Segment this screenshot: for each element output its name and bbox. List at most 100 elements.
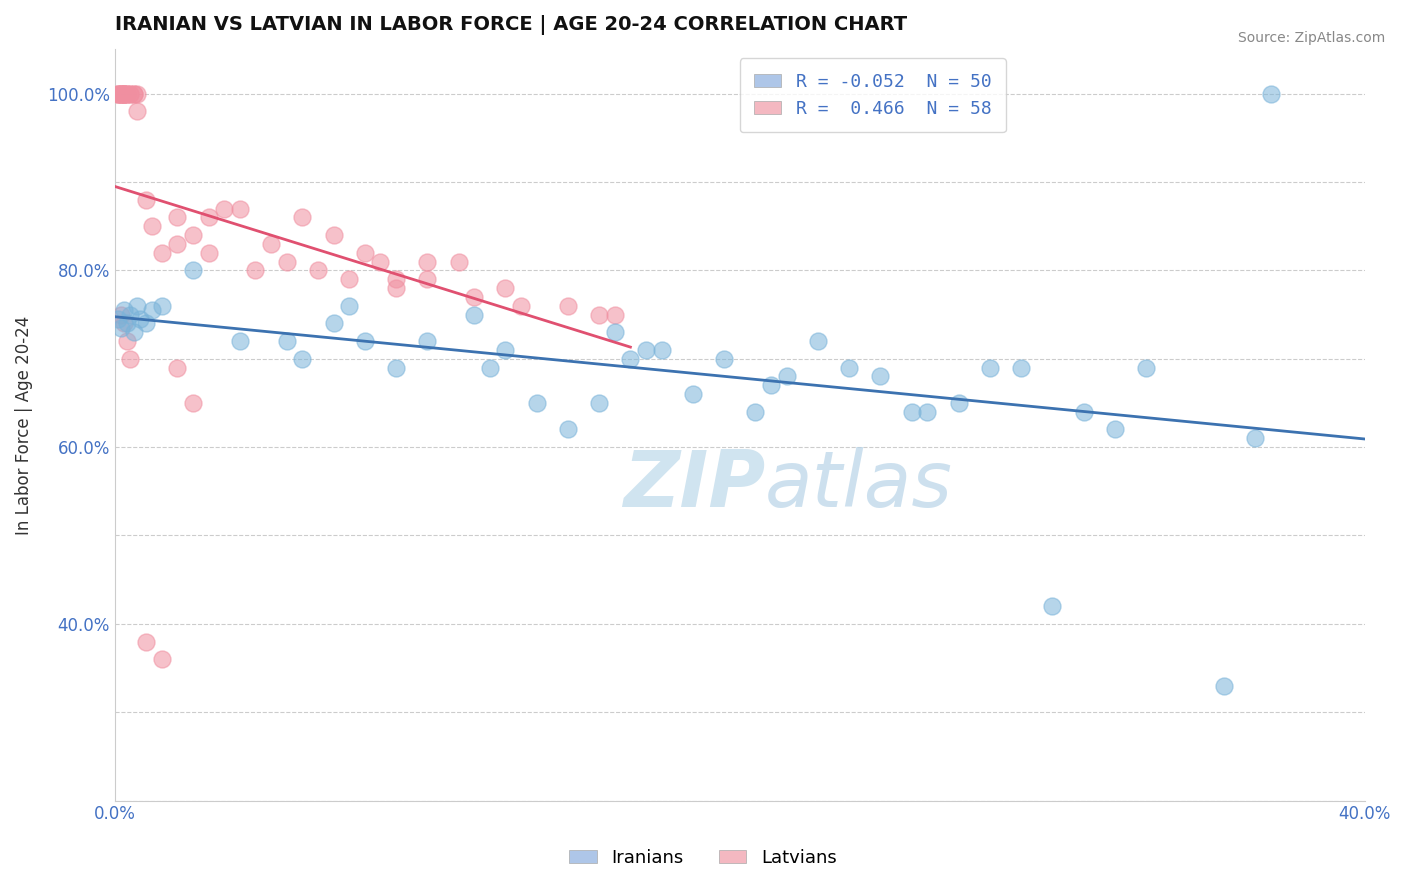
Point — [181, 227, 204, 242]
Point — [112, 87, 135, 101]
Point — [110, 87, 132, 101]
Point — [260, 236, 283, 251]
Point — [112, 87, 135, 101]
Point — [588, 308, 610, 322]
Point — [125, 299, 148, 313]
Point — [112, 87, 135, 101]
Point — [112, 87, 135, 101]
Point — [557, 299, 579, 313]
Point — [291, 351, 314, 366]
Point — [370, 254, 392, 268]
Point — [110, 87, 132, 101]
Point — [838, 360, 860, 375]
Point — [353, 245, 375, 260]
Point — [125, 104, 148, 119]
Point — [117, 87, 139, 101]
Point — [117, 87, 139, 101]
Point — [120, 308, 142, 322]
Point — [150, 299, 173, 313]
Point — [141, 303, 163, 318]
Point — [557, 422, 579, 436]
Text: Source: ZipAtlas.com: Source: ZipAtlas.com — [1237, 31, 1385, 45]
Point — [110, 87, 132, 101]
Point — [110, 87, 132, 101]
Point — [416, 254, 439, 268]
Point — [150, 652, 173, 666]
Y-axis label: In Labor Force | Age 20-24: In Labor Force | Age 20-24 — [15, 316, 32, 534]
Point — [1104, 422, 1126, 436]
Point — [181, 396, 204, 410]
Point — [322, 227, 344, 242]
Point — [150, 245, 173, 260]
Point — [135, 317, 157, 331]
Point — [135, 193, 157, 207]
Point — [122, 325, 145, 339]
Point — [107, 87, 129, 101]
Point — [120, 87, 142, 101]
Point — [122, 87, 145, 101]
Point — [588, 396, 610, 410]
Point — [416, 334, 439, 348]
Point — [1040, 599, 1063, 614]
Point — [337, 299, 360, 313]
Point — [166, 360, 188, 375]
Point — [110, 321, 132, 335]
Legend: R = -0.052  N = 50, R =  0.466  N = 58: R = -0.052 N = 50, R = 0.466 N = 58 — [740, 59, 1005, 132]
Point — [619, 351, 641, 366]
Text: IRANIAN VS LATVIAN IN LABOR FORCE | AGE 20-24 CORRELATION CHART: IRANIAN VS LATVIAN IN LABOR FORCE | AGE … — [115, 15, 907, 35]
Text: atlas: atlas — [765, 447, 953, 523]
Point — [713, 351, 735, 366]
Point — [322, 317, 344, 331]
Point — [107, 312, 129, 326]
Point — [307, 263, 329, 277]
Legend: Iranians, Latvians: Iranians, Latvians — [562, 842, 844, 874]
Point — [447, 254, 470, 268]
Text: ZIP: ZIP — [623, 447, 765, 523]
Point — [197, 211, 219, 225]
Point — [291, 211, 314, 225]
Point — [510, 299, 533, 313]
Point — [197, 245, 219, 260]
Point — [603, 325, 626, 339]
Point — [900, 405, 922, 419]
Point — [107, 87, 129, 101]
Point — [603, 308, 626, 322]
Point — [276, 254, 298, 268]
Point — [463, 290, 485, 304]
Point — [385, 360, 408, 375]
Point — [744, 405, 766, 419]
Point — [110, 308, 132, 322]
Point — [478, 360, 501, 375]
Point — [869, 369, 891, 384]
Point — [776, 369, 799, 384]
Point — [494, 281, 516, 295]
Point — [120, 351, 142, 366]
Point — [212, 202, 235, 216]
Point — [135, 634, 157, 648]
Point — [117, 334, 139, 348]
Point — [759, 378, 782, 392]
Point — [1010, 360, 1032, 375]
Point — [337, 272, 360, 286]
Point — [979, 360, 1001, 375]
Point — [1244, 431, 1267, 445]
Point — [917, 405, 939, 419]
Point — [385, 281, 408, 295]
Point — [353, 334, 375, 348]
Point — [463, 308, 485, 322]
Point — [651, 343, 673, 357]
Point — [117, 317, 139, 331]
Point — [807, 334, 830, 348]
Point — [526, 396, 548, 410]
Point — [634, 343, 657, 357]
Point — [229, 334, 252, 348]
Point — [682, 387, 704, 401]
Point — [385, 272, 408, 286]
Point — [1213, 679, 1236, 693]
Point — [120, 87, 142, 101]
Point — [112, 317, 135, 331]
Point — [1135, 360, 1157, 375]
Point — [125, 87, 148, 101]
Point — [122, 87, 145, 101]
Point — [181, 263, 204, 277]
